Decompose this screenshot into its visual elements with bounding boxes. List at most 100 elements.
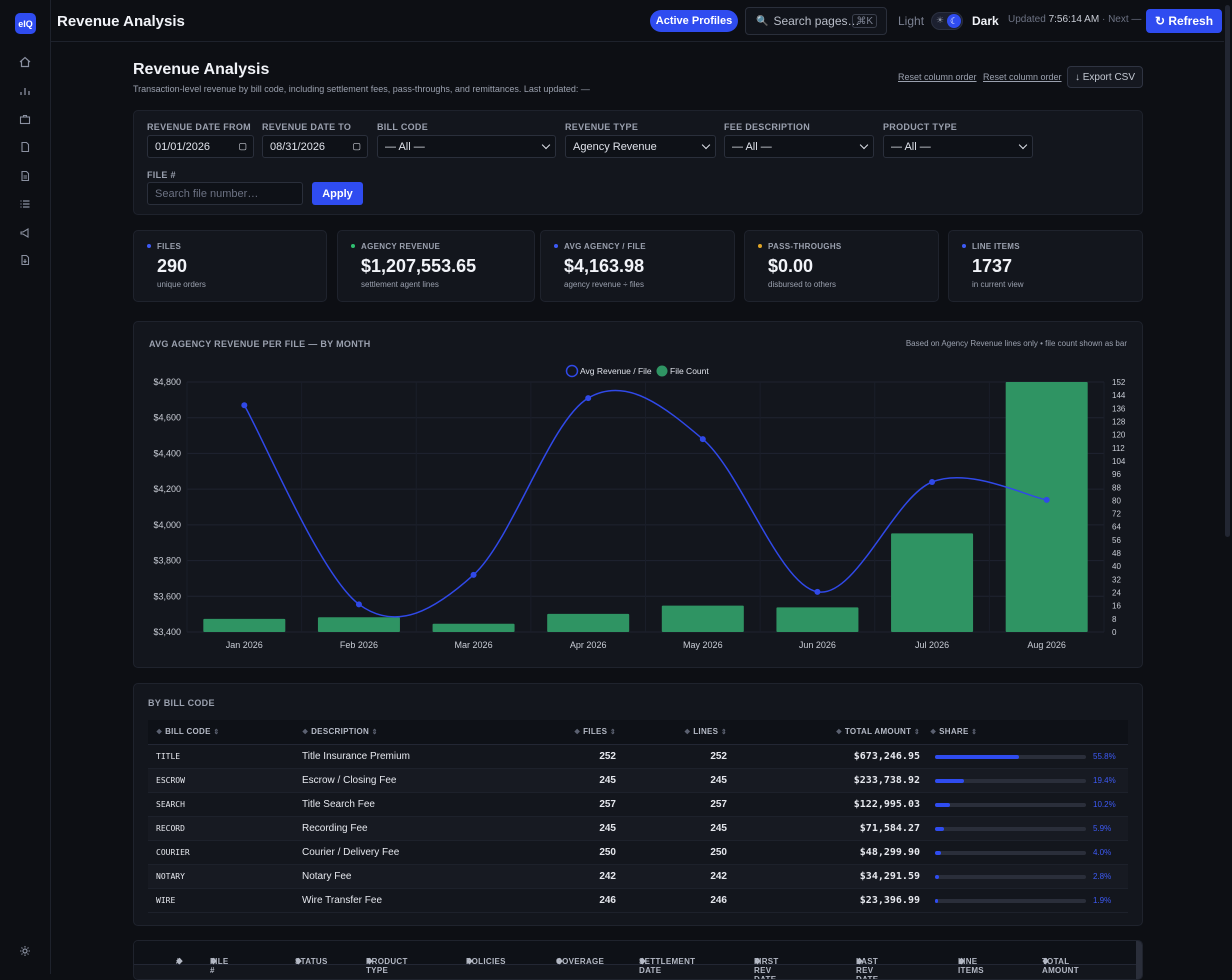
reset-column-order-link[interactable]: Reset column order [898,72,977,82]
calendar-icon[interactable]: ▢ [238,141,247,151]
share-cell: 19.4% [930,768,1128,793]
table-row[interactable]: WIRE Wire Transfer Fee 246 246 $23,396.99 1.9… [148,888,1128,913]
sort-icon[interactable]: ⇕ [639,957,647,966]
sort-icon[interactable]: ⇕ [371,729,378,737]
sort-icon[interactable]: ⇕ [971,729,978,737]
app-logo[interactable]: eIQ [15,13,36,34]
table-row[interactable]: RECORD Recording Fee 245 245 $71,584.27 5.9% [148,816,1128,841]
column-header-files[interactable]: ❖ FILES ⇕ [514,720,626,745]
column-label: BILL CODE [165,727,211,737]
date-to-value: 08/31/2026 [270,140,326,153]
y-left-tick-label: $4,400 [153,448,181,458]
megaphone-icon[interactable] [18,226,32,240]
chevron-down-icon [541,140,551,150]
drag-handle-icon[interactable]: ❖ [210,957,218,966]
table-scrollbar[interactable] [1136,941,1142,979]
bill-code-cell: ESCROW [148,768,294,793]
column-header-total-amount[interactable]: ❖ TOTAL AMOUNT ⇕ [737,720,930,745]
share-bar [935,778,1086,783]
document-icon[interactable] [18,140,32,154]
file-number-input[interactable]: Search file number… [147,182,303,205]
calendar-icon[interactable]: ▢ [352,141,361,151]
drag-handle-icon[interactable]: ❖ [556,957,564,966]
sort-icon[interactable]: ⇕ [466,957,474,966]
drag-handle-icon[interactable]: ❖ [574,729,581,737]
column-header-lines[interactable]: ❖ LINES ⇕ [626,720,737,745]
files-cell: 257 [514,792,626,817]
fee-description-value: — All — [732,140,772,153]
table-row[interactable]: NOTARY Notary Fee 242 242 $34,291.59 2.8% [148,864,1128,889]
drag-handle-icon[interactable]: ❖ [302,729,309,737]
date-from-input[interactable]: 01/01/2026 ▢ [147,135,254,158]
sort-icon[interactable]: ⇕ [856,957,864,966]
file-icon[interactable] [18,169,32,183]
drag-handle-icon[interactable]: ❖ [366,957,374,966]
gear-icon[interactable] [18,944,32,958]
drag-handle-icon[interactable]: ❖ [835,729,843,737]
theme-toggle[interactable]: ☀ ☾ [931,12,963,30]
column-header-share[interactable]: ❖ SHARE ⇕ [930,720,1128,745]
drag-handle-icon[interactable]: ❖ [1042,957,1050,966]
drag-handle-icon[interactable]: ❖ [466,957,474,966]
report-icon[interactable] [18,253,32,267]
table-row[interactable]: ESCROW Escrow / Closing Fee 245 245 $233,738… [148,768,1128,793]
drag-handle-icon[interactable]: ❖ [295,957,303,966]
sort-icon[interactable]: ⇕ [213,729,220,737]
active-profiles-button[interactable]: Active Profiles [650,10,738,32]
home-icon[interactable] [18,55,32,69]
sort-icon[interactable]: ⇕ [609,729,616,737]
theme-dark-label[interactable]: Dark [972,14,999,28]
bill-code-select[interactable]: — All — [377,135,556,158]
drag-handle-icon[interactable]: ❖ [930,729,937,737]
sort-icon[interactable]: ⇕ [720,729,727,737]
refresh-button[interactable]: ↻ Refresh [1146,9,1222,33]
column-label: POLICIES [466,957,506,966]
sort-icon[interactable]: ⇕ [366,957,374,966]
y-right-tick-label: 56 [1112,536,1121,545]
legend-file-count-label: File Count [670,366,709,376]
drag-handle-icon[interactable]: ❖ [684,729,691,737]
briefcase-icon[interactable] [18,112,32,126]
line-point [699,436,706,443]
sort-icon[interactable]: ⇕ [556,957,564,966]
theme-light-label[interactable]: Light [898,14,925,28]
table-row[interactable]: SEARCH Title Search Fee 257 257 $122,995.03 1… [148,792,1128,817]
x-tick-label: Apr 2026 [570,640,607,650]
total-amount-cell: $34,291.59 [737,864,930,889]
search-input[interactable]: 🔍 Search pages… ⌘K [745,7,887,35]
apply-button[interactable]: Apply [312,182,363,205]
chart-icon[interactable] [18,84,32,98]
sort-icon[interactable]: ⇕ [295,957,303,966]
share-bar-fill [935,898,938,903]
window-scrollbar[interactable] [1224,0,1232,974]
column-label: STATUS [295,957,328,966]
drag-handle-icon[interactable]: ❖ [639,957,647,966]
drag-handle-icon[interactable]: ❖ [176,957,184,966]
drag-handle-icon[interactable]: ❖ [754,957,762,966]
y-right-tick-label: 0 [1112,628,1117,637]
sort-icon[interactable]: ⇕ [913,729,920,737]
export-csv-button[interactable]: ↓ Export CSV [1067,66,1143,88]
list-icon[interactable] [18,197,32,211]
drag-handle-icon[interactable]: ❖ [958,957,966,966]
sort-icon[interactable]: ⇕ [754,957,762,966]
column-header-description[interactable]: ❖ DESCRIPTION ⇕ [294,720,514,745]
sort-icon[interactable]: ⇕ [176,957,184,966]
date-to-input[interactable]: 08/31/2026 ▢ [262,135,368,158]
drag-handle-icon[interactable]: ❖ [856,957,864,966]
fee-description-select[interactable]: — All — [724,135,874,158]
scrollbar-thumb[interactable] [1225,5,1230,537]
sort-icon[interactable]: ⇕ [1042,957,1050,966]
kpi-subtext: in current view [972,280,1024,289]
drag-handle-icon[interactable]: ❖ [156,729,163,737]
reset-column-order-link-2[interactable]: Reset column order [983,72,1062,82]
y-right-tick-label: 104 [1112,457,1126,466]
table-row[interactable]: COURIER Courier / Delivery Fee 250 250 $48,2… [148,840,1128,865]
sort-icon[interactable]: ⇕ [958,957,966,966]
table-row[interactable]: TITLE Title Insurance Premium 252 252 $673,2… [148,744,1128,769]
sort-icon[interactable]: ⇕ [210,957,218,966]
share-bar [935,754,1086,759]
column-header-bill-code[interactable]: ❖ BILL CODE ⇕ [148,720,294,745]
product-type-select[interactable]: — All — [883,135,1033,158]
revenue-type-select[interactable]: Agency Revenue [565,135,716,158]
